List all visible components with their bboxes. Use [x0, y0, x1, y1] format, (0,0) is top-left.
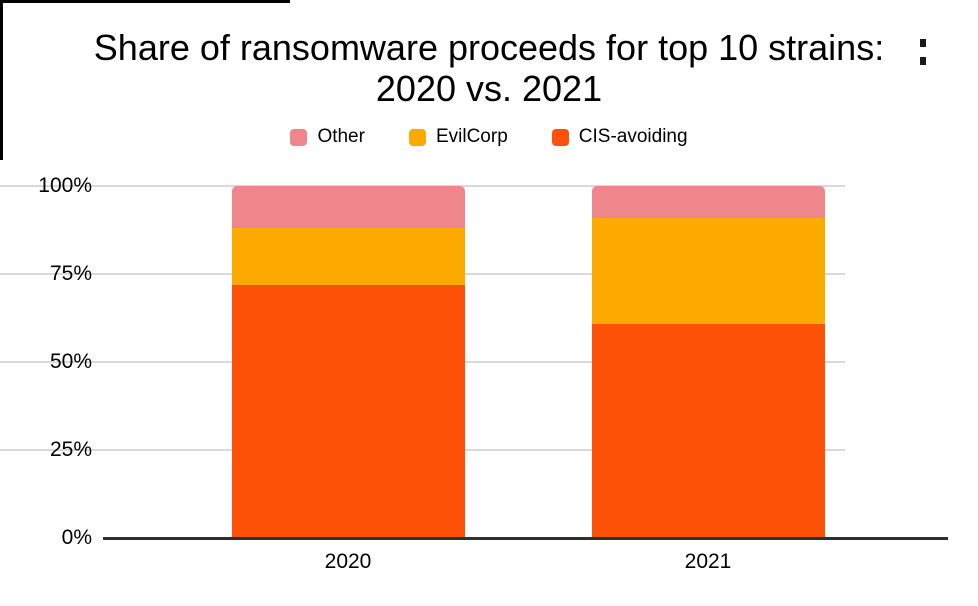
y-tick-label-50: 50%: [49, 350, 92, 373]
gridline-100: [0, 185, 845, 187]
chart-legend: Other EvilCorp CIS-avoiding: [0, 124, 978, 150]
legend-item-evilcorp: EvilCorp: [408, 126, 508, 148]
chart-title-line-2: 2020 vs. 2021: [375, 68, 603, 109]
legend-item-cis-avoiding: CIS-avoiding: [551, 126, 688, 148]
legend-label: EvilCorp: [435, 126, 508, 147]
bar-segment-2020-evilcorp: [232, 228, 465, 285]
legend-item-other: Other: [290, 126, 365, 148]
bar-2021: [592, 186, 825, 539]
x-tick-label-2021: 2021: [684, 550, 732, 573]
y-tick-label-100: 100%: [38, 174, 92, 197]
bar-segment-2021-other: [592, 186, 825, 218]
bar-segment-2020-other: [232, 186, 465, 229]
y-tick-label-0: 0%: [61, 526, 92, 549]
legend-swatch-cis-avoiding: [551, 128, 569, 146]
bar-segment-2020-cis-avoiding: [232, 284, 465, 539]
bar-segment-2021-cis-avoiding: [592, 323, 825, 539]
bar-2020: [232, 186, 465, 539]
screenshot-edge-artifact-left: [0, 0, 3, 160]
x-axis-line: [103, 537, 948, 540]
chart-title-line-1: Share of ransomware proceeds for top 10 …: [93, 27, 885, 68]
legend-label: CIS-avoiding: [578, 126, 688, 147]
screenshot-edge-artifact-top: [0, 0, 290, 3]
legend-swatch-other: [290, 128, 308, 146]
legend-swatch-evilcorp: [408, 128, 426, 146]
screenshot-edge-artifact-mark: [920, 39, 926, 47]
y-tick-label-75: 75%: [49, 262, 92, 285]
plot-area: [103, 186, 948, 539]
screenshot-edge-artifact-mark: [920, 57, 926, 65]
chart-title: Share of ransomware proceeds for top 10 …: [0, 27, 978, 109]
bar-segment-2021-evilcorp: [592, 217, 825, 324]
y-tick-label-25: 25%: [49, 438, 92, 461]
legend-label: Other: [317, 126, 365, 147]
x-tick-label-2020: 2020: [324, 550, 372, 573]
